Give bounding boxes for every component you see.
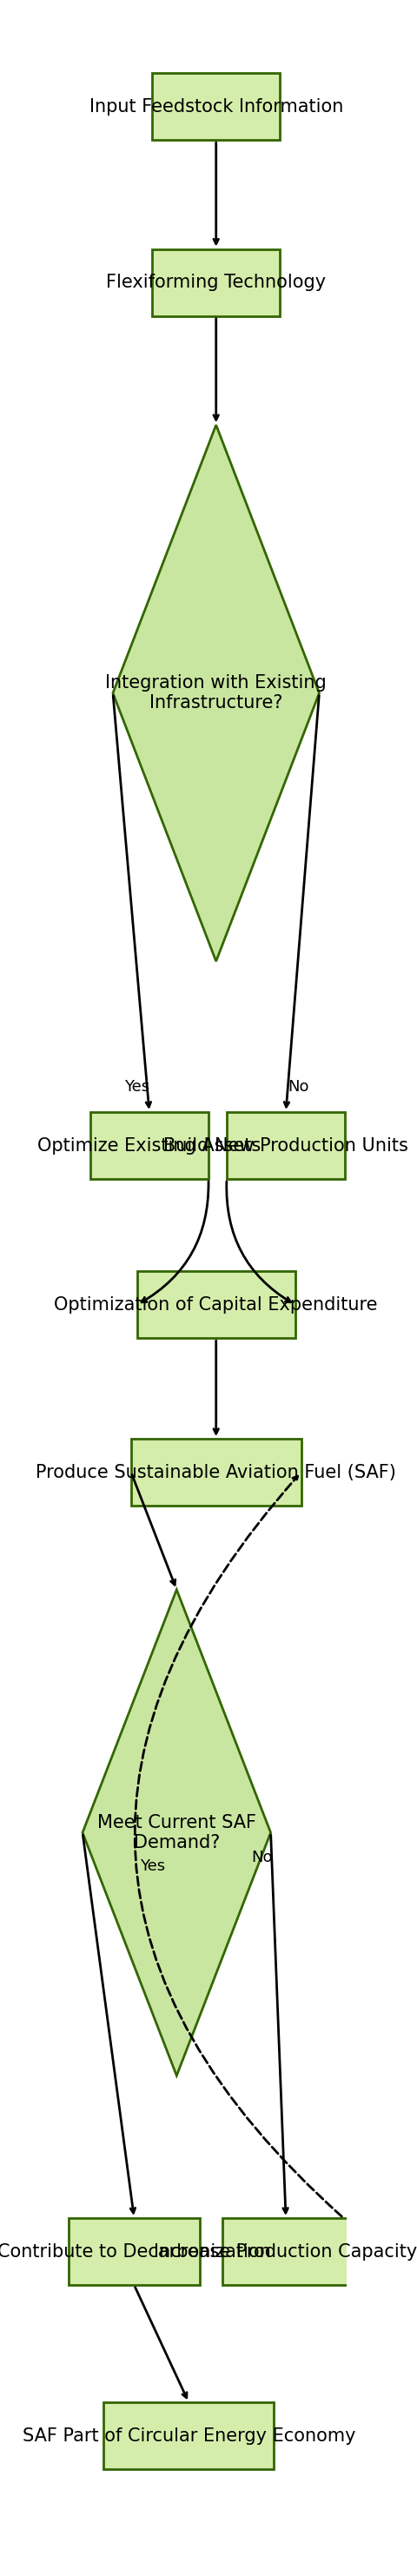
Polygon shape [83, 1589, 271, 2076]
Text: Meet Current SAF
Demand?: Meet Current SAF Demand? [97, 1814, 256, 1852]
FancyBboxPatch shape [152, 72, 280, 139]
FancyBboxPatch shape [104, 2403, 274, 2470]
FancyBboxPatch shape [222, 2218, 349, 2285]
Text: Optimization of Capital Expenditure: Optimization of Capital Expenditure [54, 1296, 378, 1314]
Text: SAF Part of Circular Energy Economy: SAF Part of Circular Energy Economy [22, 2427, 355, 2445]
FancyBboxPatch shape [131, 1440, 301, 1507]
FancyBboxPatch shape [90, 1113, 208, 1180]
Text: Integration with Existing
Infrastructure?: Integration with Existing Infrastructure… [106, 675, 327, 711]
Text: Increase Production Capacity: Increase Production Capacity [154, 2244, 417, 2259]
Text: Build New Production Units: Build New Production Units [163, 1136, 408, 1154]
Text: No: No [287, 1079, 309, 1095]
FancyBboxPatch shape [69, 2218, 199, 2285]
FancyBboxPatch shape [152, 250, 280, 317]
Text: Produce Sustainable Aviation Fuel (SAF): Produce Sustainable Aviation Fuel (SAF) [36, 1463, 396, 1481]
Text: Yes: Yes [140, 1857, 165, 1873]
Text: No: No [251, 1850, 272, 1865]
Text: Contribute to Decarbonization: Contribute to Decarbonization [0, 2244, 271, 2259]
FancyBboxPatch shape [227, 1113, 345, 1180]
FancyBboxPatch shape [137, 1270, 295, 1340]
Text: Yes: Yes [125, 1079, 150, 1095]
Polygon shape [113, 425, 319, 961]
Text: Flexiforming Technology: Flexiforming Technology [106, 273, 326, 291]
Text: Optimize Existing Assets: Optimize Existing Assets [38, 1136, 261, 1154]
Text: Input Feedstock Information: Input Feedstock Information [89, 98, 343, 116]
